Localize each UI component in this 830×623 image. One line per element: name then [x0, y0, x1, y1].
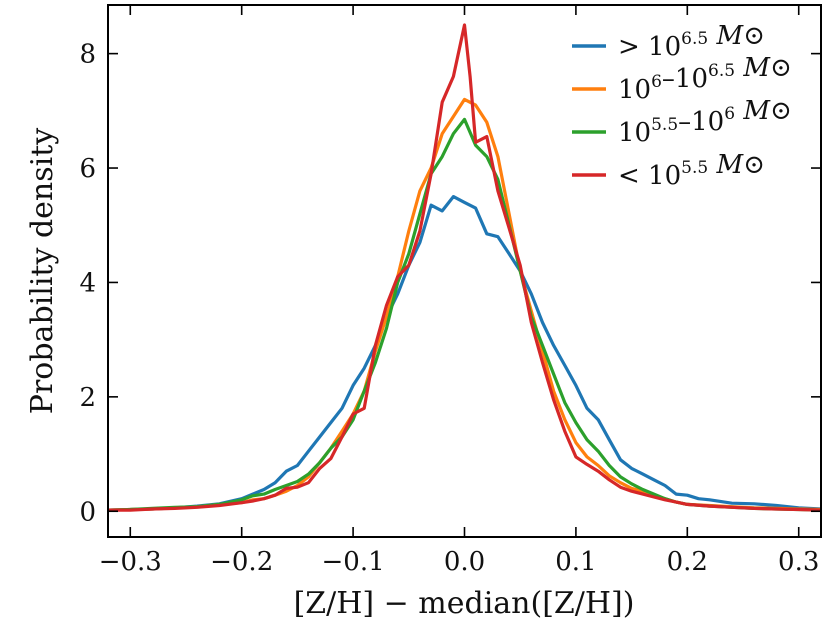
y-tick-label: 4: [79, 268, 96, 298]
series-line-1: [108, 195, 821, 512]
legend: > 106.5 M⊙106–106.5 M⊙105.5–106 M⊙< 105.…: [572, 21, 792, 191]
y-axis-label: Probability density: [25, 128, 60, 415]
plot-frame: [107, 4, 822, 538]
y-tick-label: 8: [79, 40, 96, 70]
y-tick-label: 2: [79, 383, 96, 413]
x-tick-label: −0.2: [210, 547, 273, 577]
series-layer: [108, 23, 821, 512]
y-tick-label: 6: [79, 154, 96, 184]
legend-label-1: > 106.5 M⊙: [618, 21, 765, 62]
y-tick-label: 0: [79, 497, 96, 527]
legend-label-2: 106–106.5 M⊙: [618, 53, 792, 105]
x-tick-label: −0.3: [99, 547, 162, 577]
x-tick-label: 0.2: [667, 547, 708, 577]
ticks-layer: −0.3 −0.2 −0.1 0.0 0.1 0.2 0.3 0 2 4 6 8: [79, 5, 821, 577]
x-axis-label: [Z/H] − median([Z/H]): [294, 586, 635, 621]
series-line-4: [108, 23, 821, 512]
x-tick-label: 0.3: [778, 547, 819, 577]
legend-label-4: < 105.5 M⊙: [618, 150, 765, 191]
x-tick-label: 0.1: [555, 547, 596, 577]
x-tick-label: 0.0: [444, 547, 485, 577]
series-line-3: [108, 117, 821, 512]
legend-label-3: 105.5–106 M⊙: [618, 96, 792, 148]
x-tick-label: −0.1: [322, 547, 385, 577]
